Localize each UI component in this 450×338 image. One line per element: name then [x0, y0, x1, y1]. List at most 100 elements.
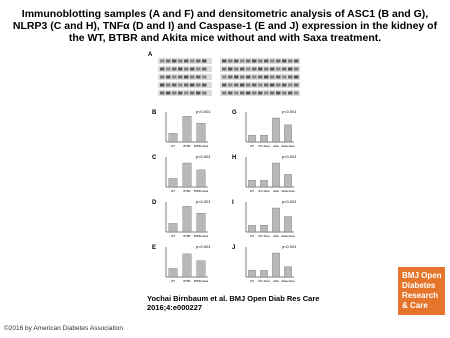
panel-label: B [152, 110, 157, 116]
blot-band [202, 83, 207, 87]
blot-band [258, 59, 263, 63]
x-tick-label: Akita+Saxa [281, 279, 295, 283]
blot-band [202, 59, 207, 63]
blot-band [252, 59, 257, 63]
blot-band [178, 83, 183, 87]
bar [182, 162, 192, 188]
blot-band [246, 91, 251, 95]
blot-band [246, 75, 251, 79]
x-tick-label: BTBR [184, 279, 191, 283]
bar [248, 269, 256, 278]
blot-band [172, 91, 177, 95]
panel-label: A [148, 52, 153, 58]
blot-band [288, 83, 293, 87]
x-tick-label: BTBR [184, 144, 191, 148]
blot-band [264, 59, 269, 63]
blot-band [234, 59, 239, 63]
blot-band [166, 59, 171, 63]
blot-band [228, 67, 233, 71]
x-tick-label: WT+Saxa [258, 234, 270, 238]
blot-band [264, 83, 269, 87]
blot-band [240, 67, 245, 71]
bar [272, 162, 280, 188]
bar [260, 179, 268, 188]
bar [168, 268, 178, 278]
panel-label: C [152, 155, 157, 161]
blot-band [166, 67, 171, 71]
blot-band [252, 75, 257, 79]
annotation: p<0.001 [282, 199, 297, 204]
panel-label: D [152, 200, 157, 206]
panel-label: G [232, 110, 237, 116]
blot-band [270, 83, 275, 87]
x-tick-label: Akita [273, 279, 279, 283]
bar [272, 117, 280, 143]
blot-band [252, 91, 257, 95]
x-tick-label: WT [171, 234, 175, 238]
blot-band [288, 91, 293, 95]
panel-label: H [232, 155, 236, 161]
annotation: p<0.001 [282, 244, 297, 249]
blot-band [282, 91, 287, 95]
x-tick-label: Akita+Saxa [281, 144, 295, 148]
blot-band [178, 67, 183, 71]
blot-band [196, 91, 201, 95]
figure-bg [145, 48, 307, 293]
bar [182, 116, 192, 143]
blot-band [160, 91, 165, 95]
blot-band [196, 75, 201, 79]
blot-band [252, 83, 257, 87]
blot-band [178, 91, 183, 95]
bar [196, 212, 206, 233]
blot-band [276, 67, 281, 71]
blot-band [172, 59, 177, 63]
x-tick-label: WT [171, 279, 175, 283]
blot-band [288, 67, 293, 71]
blot-band [246, 59, 251, 63]
bar [248, 134, 256, 143]
blot-band [270, 67, 275, 71]
bar [168, 223, 178, 233]
caption: Yochai Birnbaum et al. BMJ Open Diab Res… [147, 294, 320, 312]
panel-label: J [232, 245, 235, 251]
x-tick-label: BTBR+Saxa [194, 279, 209, 283]
copyright: ©2016 by American Diabetes Association [4, 325, 123, 332]
blot-band [184, 75, 189, 79]
annotation: p<0.001 [282, 154, 297, 159]
bar [260, 269, 268, 278]
blot-band [190, 67, 195, 71]
blot-band [294, 83, 299, 87]
x-tick-label: Akita+Saxa [281, 234, 295, 238]
blot-band [184, 91, 189, 95]
blot-band [166, 91, 171, 95]
x-tick-label: BTBR+Saxa [194, 189, 209, 193]
logo-line: Diabetes [402, 281, 436, 290]
blot-band [228, 91, 233, 95]
annotation: p<0.001 [196, 154, 211, 159]
blot-band [172, 67, 177, 71]
x-tick-label: WT [250, 279, 254, 283]
bar [196, 169, 206, 188]
logo: BMJ Open Diabetes Research & Care [398, 267, 445, 315]
blot-band [178, 59, 183, 63]
x-tick-label: BTBR+Saxa [194, 144, 209, 148]
blot-band [190, 59, 195, 63]
blot-band [258, 83, 263, 87]
annotation: p<0.001 [196, 199, 211, 204]
blot-band [166, 75, 171, 79]
blot-band [294, 67, 299, 71]
blot-band [190, 75, 195, 79]
logo-line: & Care [402, 301, 428, 310]
blot-band [264, 91, 269, 95]
panel-label: E [152, 245, 156, 251]
blot-band [270, 75, 275, 79]
bar [272, 207, 280, 233]
blots [158, 58, 300, 96]
blot-band [172, 75, 177, 79]
blot-band [288, 59, 293, 63]
blot-band [282, 59, 287, 63]
bar [182, 253, 192, 278]
blot-band [234, 83, 239, 87]
blot-band [252, 67, 257, 71]
